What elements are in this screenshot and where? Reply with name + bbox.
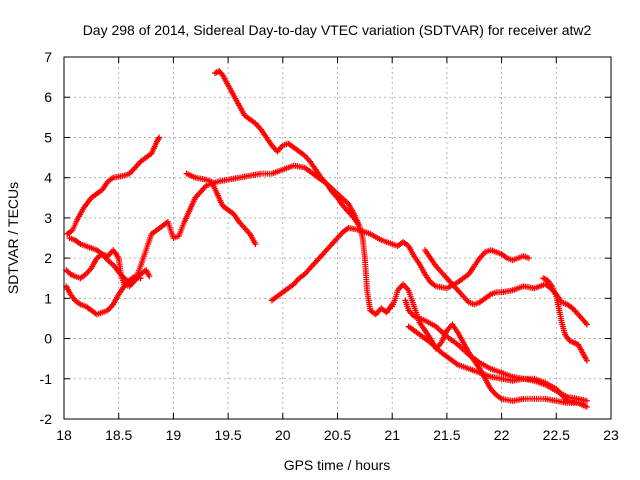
data-point bbox=[218, 70, 225, 77]
series-arc-12 bbox=[405, 323, 590, 404]
x-tick-label: 23 bbox=[603, 427, 619, 443]
data-point bbox=[453, 360, 460, 367]
series-arc-6 bbox=[211, 68, 396, 318]
data-point bbox=[76, 240, 83, 247]
series-arc-10 bbox=[422, 247, 590, 328]
x-tick-label: 19 bbox=[166, 427, 182, 443]
y-tick-label: 5 bbox=[44, 129, 52, 145]
data-point bbox=[155, 135, 162, 142]
y-tick-label: 3 bbox=[44, 210, 52, 226]
data-point bbox=[431, 282, 438, 289]
data-point bbox=[108, 175, 115, 182]
y-tick-label: -2 bbox=[40, 411, 53, 427]
x-tick-label: 21 bbox=[384, 427, 400, 443]
series-arc-3 bbox=[63, 273, 144, 318]
data-point bbox=[344, 225, 351, 232]
x-tick-label: 18.5 bbox=[105, 427, 132, 443]
series-arc-1 bbox=[64, 134, 163, 237]
data-point bbox=[502, 254, 509, 261]
y-tick-label: 2 bbox=[44, 250, 52, 266]
x-tick-label: 22 bbox=[494, 427, 510, 443]
data-point bbox=[252, 241, 259, 248]
data-point bbox=[583, 403, 590, 410]
y-axis-label: SDTVAR / TECUs bbox=[5, 182, 21, 294]
y-tick-label: 6 bbox=[44, 89, 52, 105]
data-point bbox=[583, 397, 590, 404]
data-point bbox=[497, 394, 504, 401]
data-point bbox=[541, 275, 548, 282]
x-tick-label: 19.5 bbox=[214, 427, 241, 443]
series-arc-11 bbox=[540, 275, 590, 364]
series-arc-4 bbox=[66, 162, 363, 290]
data-marks bbox=[63, 68, 590, 410]
y-tick-label: 7 bbox=[44, 49, 52, 65]
data-point bbox=[486, 292, 493, 299]
grid bbox=[64, 57, 611, 419]
x-axis-label: GPS time / hours bbox=[284, 457, 391, 473]
data-point bbox=[97, 250, 104, 257]
y-tick-label: 1 bbox=[44, 290, 52, 306]
series-arc-7 bbox=[268, 224, 532, 304]
y-tick-label: 4 bbox=[44, 170, 52, 186]
data-point bbox=[146, 273, 153, 280]
data-point bbox=[582, 320, 589, 327]
tick-labels: 18 18.5 19 19.5 20 20.5 21 21.5 22 22.5 23-2-10123… bbox=[40, 49, 619, 443]
x-tick-label: 22.5 bbox=[543, 427, 570, 443]
x-tick-label: 20 bbox=[275, 427, 291, 443]
data-point bbox=[525, 255, 532, 262]
data-point bbox=[68, 227, 75, 234]
x-tick-label: 18 bbox=[56, 427, 72, 443]
x-tick-label: 20.5 bbox=[324, 427, 351, 443]
y-tick-label: 0 bbox=[44, 331, 52, 347]
y-tick-label: -1 bbox=[40, 371, 53, 387]
x-tick-label: 21.5 bbox=[433, 427, 460, 443]
series-arc-8 bbox=[389, 281, 587, 408]
series-arc-5 bbox=[183, 170, 259, 248]
data-point bbox=[156, 134, 163, 141]
data-point bbox=[583, 321, 590, 328]
chart-title: Day 298 of 2014, Sidereal Day-to-day VTE… bbox=[83, 22, 592, 38]
data-point bbox=[583, 357, 590, 364]
plot-frame bbox=[63, 56, 612, 420]
data-point bbox=[76, 300, 83, 307]
